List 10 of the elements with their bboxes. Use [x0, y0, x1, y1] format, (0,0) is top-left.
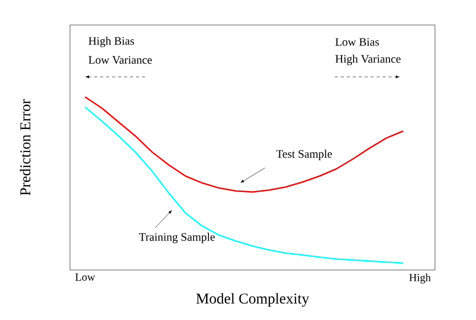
x-axis-title: Model Complexity	[196, 293, 310, 307]
text: High Bias	[88, 36, 134, 48]
y-axis-title: Prediction Error	[20, 99, 30, 196]
x-tick-label: High	[409, 274, 431, 284]
x-tick-label: Low	[75, 274, 96, 281]
annotation: Training Sample	[139, 232, 215, 244]
text: Low Bias	[335, 38, 379, 46]
text: High Variance	[335, 54, 401, 66]
text: Low Variance	[88, 56, 152, 64]
annotation: Test Sample	[276, 150, 332, 160]
